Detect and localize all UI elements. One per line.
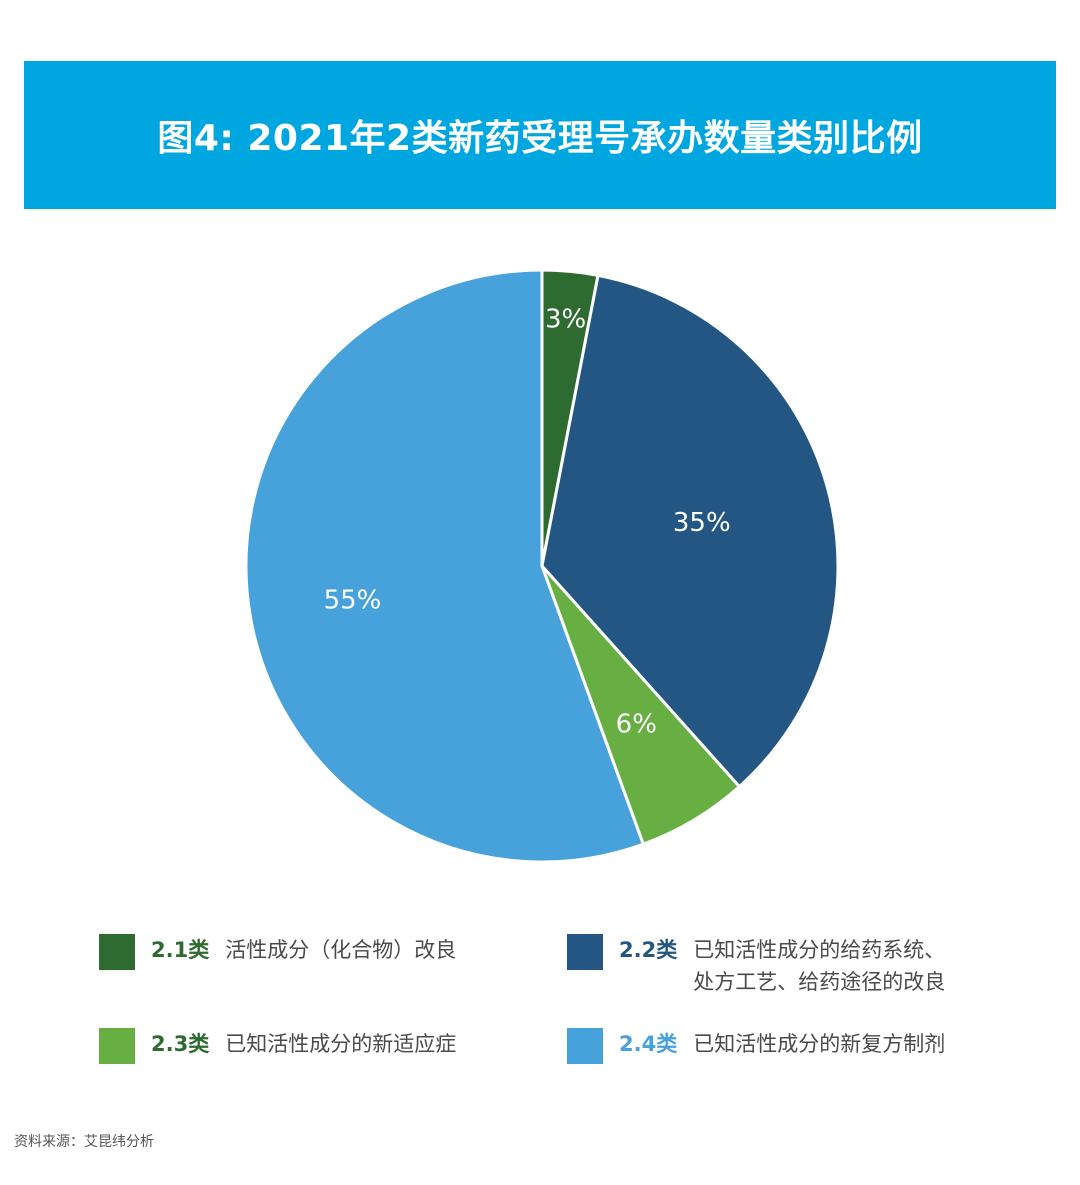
title-banner: 图4: 2021年2类新药受理号承办数量类别比例: [24, 61, 1056, 209]
pie-value-label: 35%: [673, 508, 731, 538]
legend-desc-line: 已知活性成分的新适应症: [225, 1032, 457, 1056]
chart-title: 图4: 2021年2类新药受理号承办数量类别比例: [157, 118, 923, 159]
legend-desc-line: 已知活性成分的新复方制剂: [693, 1032, 946, 1056]
legend-item-2-2: 2.2类 已知活性成分的给药系统、 处方工艺、给药途径的改良: [567, 934, 945, 998]
legend-desc-2-3: 已知活性成分的新适应症: [225, 1028, 456, 1060]
legend-code-2-4: 2.4类: [619, 1032, 678, 1056]
legend-item-2-1: 2.1类 活性成分（化合物）改良: [99, 934, 456, 970]
pie-value-label: 3%: [545, 305, 586, 335]
legend-code-2-1: 2.1类: [151, 938, 210, 962]
pie-value-label: 55%: [324, 585, 382, 615]
pie-slice-2-4: [244, 268, 645, 864]
legend-swatch-2-1: [99, 934, 135, 970]
legend-code-2-3: 2.3类: [151, 1032, 210, 1056]
legend-swatch-2-3: [99, 1028, 135, 1064]
legend-desc-2-2: 已知活性成分的给药系统、 处方工艺、给药途径的改良: [693, 934, 945, 998]
legend-item-2-4: 2.4类 已知活性成分的新复方制剂: [567, 1028, 945, 1064]
legend-desc-line: 活性成分（化合物）改良: [225, 938, 457, 962]
legend-desc-line: 已知活性成分的给药系统、: [693, 938, 946, 962]
source-note: 资料来源：艾昆纬分析: [14, 1134, 154, 1150]
legend-desc-2-1: 活性成分（化合物）改良: [225, 934, 456, 966]
legend-code-2-2: 2.2类: [619, 938, 678, 962]
legend-desc-line: 处方工艺、给药途径的改良: [693, 970, 946, 994]
legend-swatch-2-2: [567, 934, 603, 970]
pie-chart: 3% 35% 6% 55%: [244, 268, 840, 864]
legend-desc-2-4: 已知活性成分的新复方制剂: [693, 1028, 945, 1060]
legend-item-2-3: 2.3类 已知活性成分的新适应症: [99, 1028, 456, 1064]
legend-swatch-2-4: [567, 1028, 603, 1064]
pie-value-label: 6%: [616, 710, 657, 740]
pie-slice-2-2: [540, 273, 840, 789]
